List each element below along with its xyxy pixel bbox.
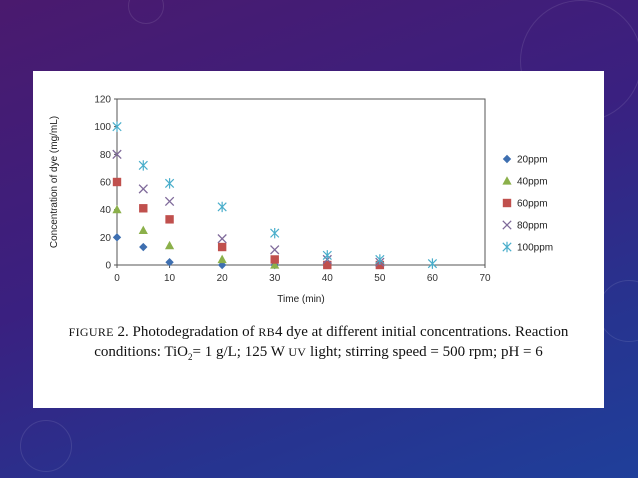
caption-text: light; stirring speed = 500 rpm; pH = 6 (306, 344, 543, 360)
caption-line-1: FIGURE 2. Photodegradation of RB4 dye at… (33, 322, 604, 342)
legend-label: 20ppm (517, 155, 548, 166)
x-tick-label: 70 (479, 273, 491, 284)
data-point-100ppm (270, 227, 280, 239)
data-point-60ppm (165, 215, 174, 224)
legend-marker-20ppm (502, 154, 512, 164)
data-point-100ppm (164, 178, 175, 189)
background-ring (20, 420, 72, 472)
data-point-80ppm (164, 196, 175, 207)
x-tick-label: 30 (269, 273, 281, 284)
x-axis: 0 10 20 30 40 50 60 70 (114, 265, 491, 284)
y-tick-label: 0 (105, 261, 111, 272)
plot-area (116, 98, 486, 266)
x-axis-title: Time (min) (277, 294, 324, 305)
data-point-40ppm (217, 254, 227, 264)
legend-marker-80ppm (502, 220, 512, 230)
data-point-100ppm (322, 250, 332, 261)
data-point-40ppm (112, 204, 122, 214)
x-tick-label: 60 (427, 273, 439, 284)
data-point-60ppm (323, 260, 332, 270)
y-tick-label: 120 (94, 95, 111, 106)
y-tick-label: 100 (94, 122, 111, 133)
legend-label: 60ppm (517, 199, 548, 210)
x-tick-label: 40 (322, 273, 334, 284)
figure-card: 0 20 40 60 80 100 120 0 10 20 30 40 50 60 70 Concentr… (33, 71, 604, 408)
legend: 20ppm 40ppm 60ppm 80ppm 100ppm (502, 155, 553, 254)
data-point-80ppm (270, 245, 280, 255)
y-tick-label: 40 (100, 205, 112, 216)
caption-text: 4 dye at different initial concentration… (274, 324, 569, 340)
legend-label: 80ppm (517, 221, 548, 232)
data-points (112, 121, 438, 270)
data-point-20ppm (139, 242, 148, 252)
data-point-100ppm (112, 121, 122, 132)
legend-marker-40ppm (502, 176, 512, 185)
legend-marker-100ppm (502, 241, 512, 253)
y-axis-title: Concentration of dye (mg/mL) (49, 116, 60, 248)
data-point-60ppm (217, 242, 227, 252)
data-point-100ppm (138, 160, 148, 171)
caption-line-2: conditions: TiO2= 1 g/L; 125 W UV light;… (33, 342, 604, 367)
data-point-80ppm (217, 234, 227, 244)
background-ring (598, 280, 638, 342)
scatter-chart: 0 20 40 60 80 100 120 0 10 20 30 40 50 60 70 Concentr… (49, 95, 553, 306)
data-point-60ppm (112, 177, 122, 187)
data-point-60ppm (375, 260, 385, 270)
data-point-40ppm (138, 225, 148, 235)
data-point-20ppm (217, 260, 227, 270)
data-point-80ppm (112, 149, 122, 159)
x-tick-label: 0 (114, 273, 120, 284)
x-tick-label: 50 (374, 273, 386, 284)
legend-label: 40ppm (517, 177, 548, 188)
x-tick-label: 10 (164, 273, 176, 284)
legend-marker-60ppm (502, 198, 512, 208)
legend-label: 100ppm (517, 243, 553, 254)
data-point-40ppm (270, 260, 280, 269)
data-point-100ppm (427, 258, 438, 269)
caption-text: 2. Photodegradation of (113, 324, 259, 340)
x-tick-label: 20 (217, 273, 229, 284)
data-point-100ppm (217, 201, 227, 213)
y-tick-label: 60 (100, 178, 112, 189)
caption-subscript: 2 (188, 352, 193, 362)
y-tick-label: 20 (100, 233, 112, 244)
caption-label: FIGURE (68, 325, 114, 339)
background-ring (128, 0, 164, 24)
data-point-40ppm (164, 240, 175, 250)
y-tick-label: 80 (100, 150, 112, 161)
data-point-60ppm (139, 204, 148, 213)
data-point-60ppm (270, 255, 279, 264)
data-point-20ppm (112, 233, 122, 242)
caption-text: = 1 g/L; 125 W (192, 344, 289, 360)
caption-text: conditions: TiO (94, 344, 189, 360)
caption-uv: UV (288, 345, 307, 359)
data-point-20ppm (165, 258, 174, 267)
caption-rb: RB (258, 325, 275, 339)
data-point-100ppm (375, 254, 385, 265)
data-point-80ppm (138, 184, 148, 194)
figure-caption: FIGURE 2. Photodegradation of RB4 dye at… (33, 322, 604, 367)
